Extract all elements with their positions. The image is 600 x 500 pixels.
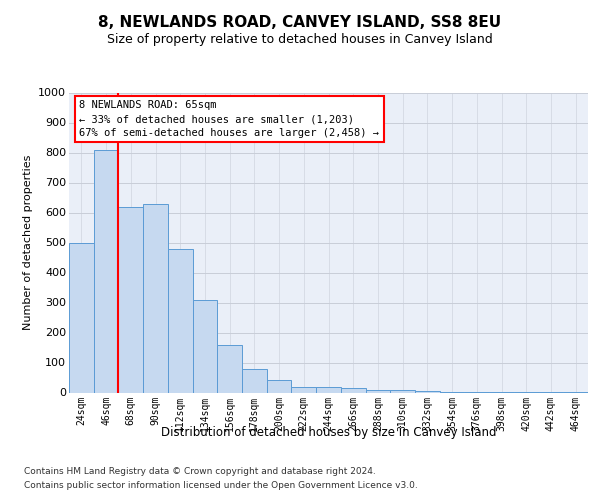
Bar xyxy=(242,368,267,392)
Text: 8 NEWLANDS ROAD: 65sqm
← 33% of detached houses are smaller (1,203)
67% of semi-: 8 NEWLANDS ROAD: 65sqm ← 33% of detached… xyxy=(79,100,379,138)
Text: 8, NEWLANDS ROAD, CANVEY ISLAND, SS8 8EU: 8, NEWLANDS ROAD, CANVEY ISLAND, SS8 8EU xyxy=(98,15,502,30)
Bar xyxy=(390,390,415,392)
Text: Size of property relative to detached houses in Canvey Island: Size of property relative to detached ho… xyxy=(107,32,493,46)
Bar xyxy=(69,242,94,392)
Bar xyxy=(292,386,316,392)
Text: Contains HM Land Registry data © Crown copyright and database right 2024.: Contains HM Land Registry data © Crown c… xyxy=(24,467,376,476)
Bar xyxy=(415,391,440,392)
Text: Distribution of detached houses by size in Canvey Island: Distribution of detached houses by size … xyxy=(161,426,497,439)
Bar xyxy=(267,380,292,392)
Bar xyxy=(118,206,143,392)
Bar xyxy=(217,344,242,393)
Bar xyxy=(341,388,365,392)
Bar xyxy=(193,300,217,392)
Y-axis label: Number of detached properties: Number of detached properties xyxy=(23,155,32,330)
Text: Contains public sector information licensed under the Open Government Licence v3: Contains public sector information licen… xyxy=(24,481,418,490)
Bar xyxy=(94,150,118,392)
Bar xyxy=(316,386,341,392)
Bar xyxy=(168,248,193,392)
Bar xyxy=(365,390,390,392)
Bar xyxy=(143,204,168,392)
